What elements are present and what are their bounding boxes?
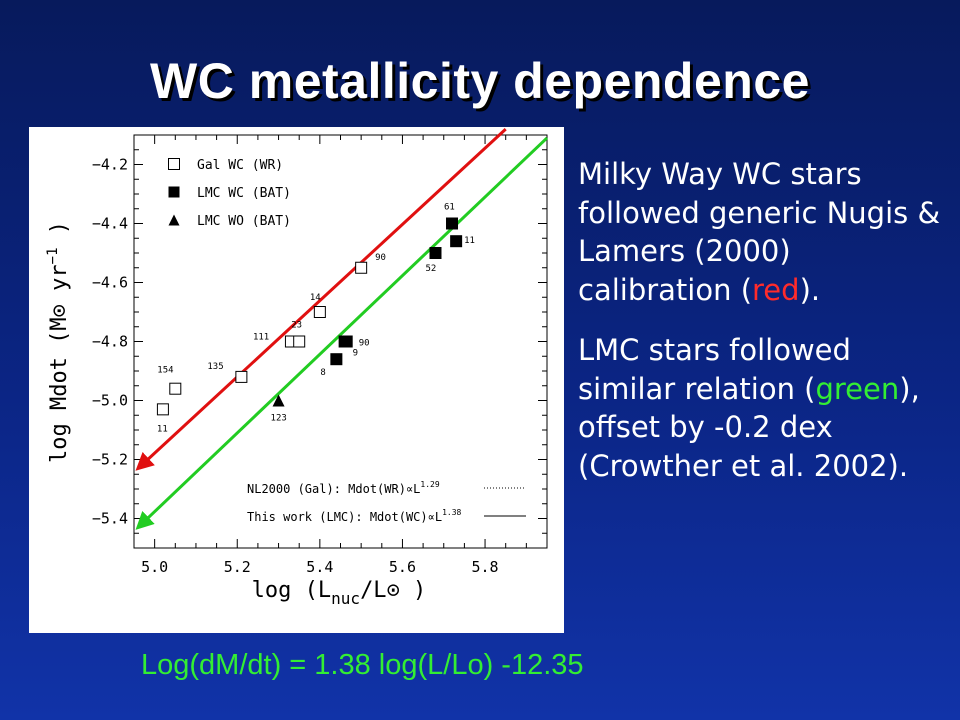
x-tick-label: 5.4 bbox=[306, 558, 333, 576]
legend-marker bbox=[168, 214, 180, 226]
data-point bbox=[169, 382, 182, 395]
point-label: 90 bbox=[359, 339, 370, 349]
bullet-text: Milky Way WC stars followed generic Nugi… bbox=[578, 157, 941, 307]
bullet-list: Milky Way WC stars followed generic Nugi… bbox=[578, 155, 948, 485]
y-tick-label: −5.0 bbox=[92, 392, 128, 410]
legend-label: Gal WC (WR) bbox=[197, 158, 283, 173]
fit-legend-label: NL2000 (Gal): Mdot(WR)∝L1.29 bbox=[247, 480, 440, 496]
fit-legend-label: This work (LMC): Mdot(WC)∝L1.38 bbox=[247, 508, 462, 524]
mass-loss-formula: Log(dM/dt) = 1.38 log(L/Lo) -12.35 bbox=[141, 649, 584, 681]
point-label: 11 bbox=[157, 424, 168, 434]
galactic-fit-line bbox=[135, 127, 507, 471]
x-axis-label: log (Lnuc/L⊙ ) bbox=[252, 578, 427, 608]
y-tick-label: −4.8 bbox=[92, 333, 128, 351]
slide-title: WC metallicity dependence bbox=[150, 53, 810, 109]
point-label: 135 bbox=[207, 362, 223, 372]
x-tick-label: 5.0 bbox=[141, 558, 168, 576]
point-label: 14 bbox=[310, 293, 321, 303]
data-point bbox=[330, 353, 343, 366]
y-tick-label: −5.4 bbox=[92, 510, 128, 528]
y-tick-label: −5.2 bbox=[92, 451, 128, 469]
point-label: 8 bbox=[320, 368, 325, 378]
point-label: 9 bbox=[353, 349, 358, 359]
data-point bbox=[272, 394, 285, 407]
x-tick-label: 5.2 bbox=[224, 558, 251, 576]
highlight-green: green bbox=[815, 371, 900, 406]
point-label: 90 bbox=[375, 253, 386, 263]
y-tick-label: −4.6 bbox=[92, 274, 128, 292]
data-point bbox=[429, 247, 442, 259]
bullet-lmc: LMC stars followed similar relation (gre… bbox=[578, 331, 948, 485]
point-label: 11 bbox=[464, 236, 475, 246]
y-tick-label: −4.2 bbox=[92, 156, 128, 174]
y-axis-label: log Mdot (M⊙ yr−1 ) bbox=[45, 221, 72, 463]
data-point bbox=[156, 403, 169, 416]
data-point bbox=[355, 261, 368, 274]
point-label: 111 bbox=[253, 333, 269, 343]
data-point bbox=[293, 335, 306, 348]
legend-marker bbox=[168, 158, 180, 170]
point-label: 52 bbox=[425, 264, 436, 274]
data-point bbox=[446, 217, 459, 230]
point-label: 61 bbox=[444, 203, 455, 213]
scatter-chart: 5.0 5.2 5.4 5.6 5.8 −4.2 −4.4 −4.6 −4.8 −5.0 −5.2 −… bbox=[45, 127, 549, 608]
legend-marker bbox=[168, 186, 180, 198]
lmc-fit-line bbox=[135, 136, 549, 530]
data-point bbox=[313, 306, 326, 318]
data-point bbox=[235, 370, 248, 383]
chart-panel: 5.0 5.2 5.4 5.6 5.8 −4.2 −4.4 −4.6 −4.8 −5.0 −5.2 −… bbox=[29, 127, 564, 633]
data-point bbox=[340, 335, 353, 348]
point-label: 123 bbox=[271, 414, 287, 424]
bullet-milky-way: Milky Way WC stars followed generic Nugi… bbox=[578, 155, 948, 309]
data-point bbox=[450, 235, 463, 248]
x-tick-label: 5.8 bbox=[472, 558, 499, 576]
y-tick-label: −4.4 bbox=[92, 215, 128, 233]
legend-label: LMC WC (BAT) bbox=[197, 186, 291, 201]
point-label: 154 bbox=[157, 366, 173, 376]
bullet-text: LMC stars followed similar relation (gre… bbox=[578, 333, 920, 483]
point-label: 23 bbox=[291, 321, 302, 331]
highlight-red: red bbox=[752, 272, 800, 307]
x-tick-label: 5.6 bbox=[389, 558, 416, 576]
legend-label: LMC WO (BAT) bbox=[197, 214, 291, 229]
